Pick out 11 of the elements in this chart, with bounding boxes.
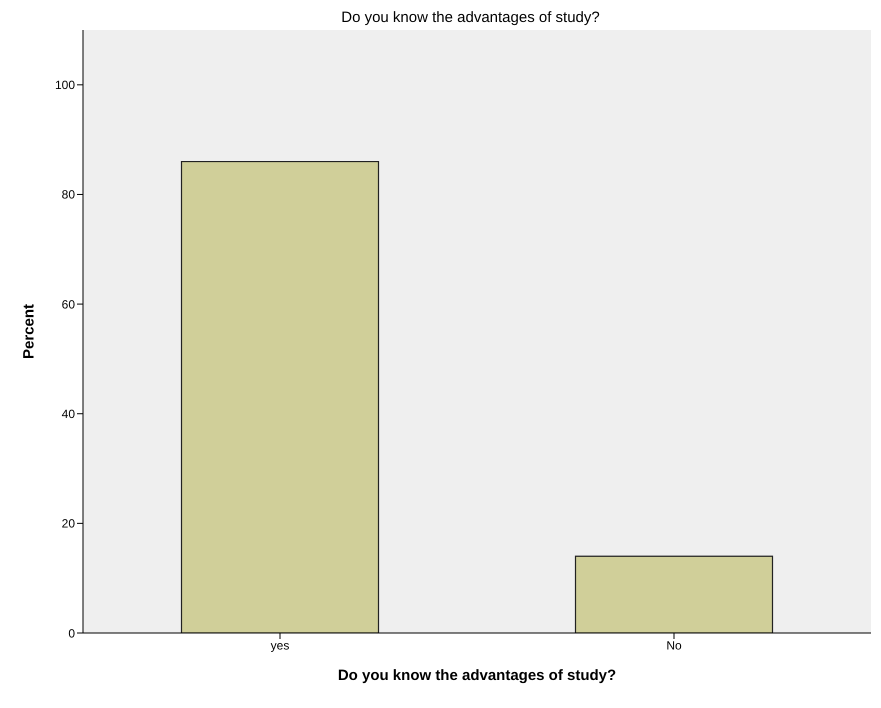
y-tick-label: 40 <box>62 406 76 421</box>
y-tick-label: 20 <box>62 516 76 531</box>
x-tick-label: No <box>666 638 682 653</box>
y-axis-title: Percent <box>20 304 38 360</box>
x-tick-label: yes <box>270 638 290 653</box>
y-tick-label: 80 <box>62 188 76 202</box>
chart-title: Do you know the advantages of study? <box>340 8 601 28</box>
y-tick-label: 0 <box>68 626 76 640</box>
x-axis-title: Do you know the advantages of study? <box>338 667 616 684</box>
y-tick-label: 60 <box>62 297 76 312</box>
y-tick-label: 100 <box>54 78 76 92</box>
